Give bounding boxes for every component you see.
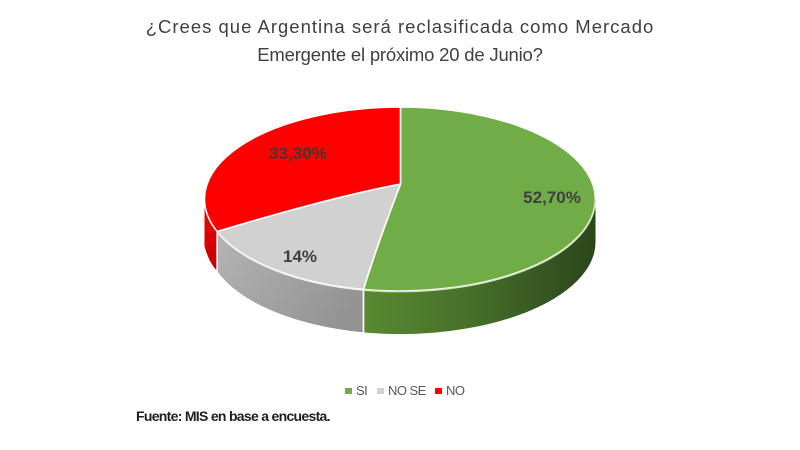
svg-text:33,30%: 33,30% xyxy=(269,144,327,163)
svg-text:14%: 14% xyxy=(283,247,317,266)
svg-text:52,70%: 52,70% xyxy=(523,188,581,207)
